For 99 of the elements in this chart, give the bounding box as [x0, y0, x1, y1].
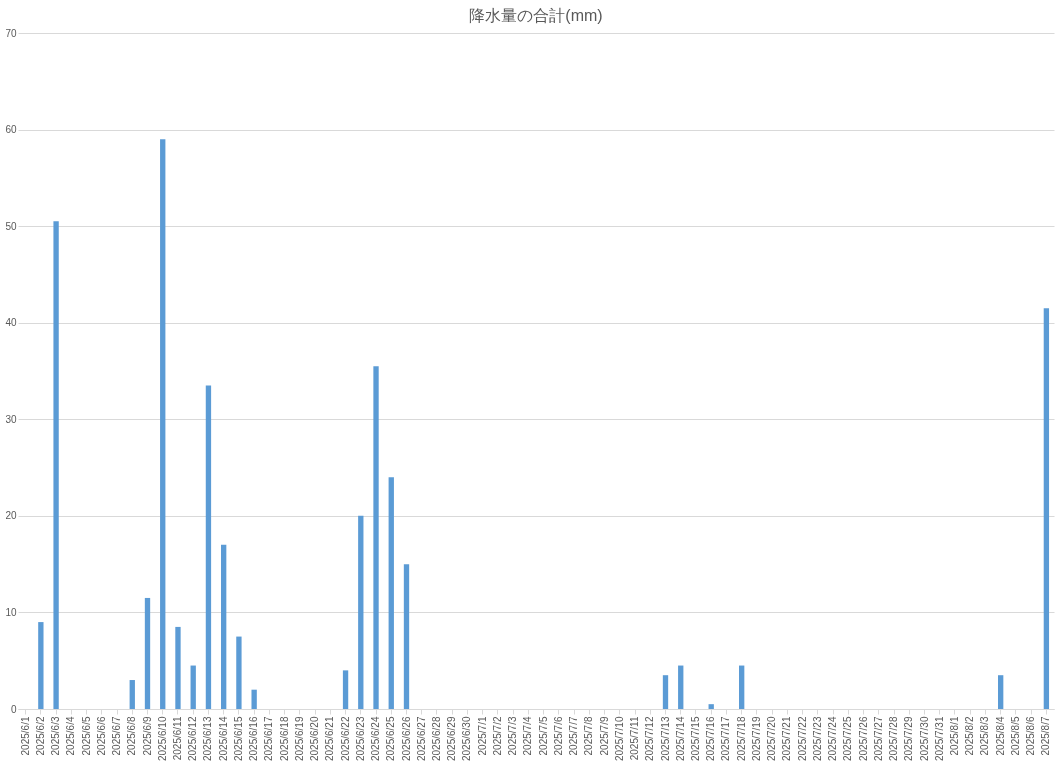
x-tick-label: 2025/7/29 [903, 716, 915, 761]
x-tick-label: 2025/6/19 [293, 716, 305, 761]
x-tick-label: 2025/6/30 [461, 716, 473, 761]
y-tick-label: 60 [5, 124, 17, 136]
x-tick-label: 2025/7/19 [750, 716, 762, 761]
x-tick-label: 2025/6/18 [278, 716, 290, 761]
x-tick-label: 2025/6/15 [232, 716, 244, 761]
x-tick-label: 2025/6/11 [171, 716, 183, 761]
x-tick-label: 2025/6/9 [141, 716, 153, 756]
x-tick-label: 2025/6/7 [111, 716, 123, 756]
x-tick-label: 2025/7/27 [872, 716, 884, 761]
bar [221, 544, 227, 709]
bar [236, 636, 242, 709]
x-tick-label: 2025/6/27 [415, 716, 427, 761]
x-tick-label: 2025/6/5 [80, 716, 92, 756]
x-tick-label: 2025/6/20 [309, 716, 321, 761]
x-tick-label: 2025/6/23 [354, 716, 366, 761]
bar [251, 689, 257, 709]
x-tick-label: 2025/8/2 [964, 716, 976, 756]
bar [342, 670, 349, 709]
y-tick-label: 30 [5, 413, 17, 425]
bar [662, 675, 669, 709]
x-tick-label: 2025/7/21 [781, 716, 793, 761]
x-tick-label: 2025/7/7 [568, 716, 580, 756]
x-tick-label: 2025/6/8 [126, 716, 138, 756]
x-tick-label: 2025/6/26 [400, 716, 412, 761]
bar [373, 366, 379, 709]
x-tick-label: 2025/6/13 [202, 716, 214, 761]
y-tick-label: 70 [5, 27, 17, 39]
bar [403, 564, 410, 709]
x-tick-label: 2025/7/14 [674, 716, 686, 761]
x-tick-label: 2025/7/2 [491, 716, 503, 756]
bar [358, 515, 364, 709]
x-tick-label: 2025/8/7 [1040, 716, 1052, 756]
x-tick-label: 2025/6/25 [385, 716, 397, 761]
x-tick-label: 2025/7/23 [811, 716, 823, 761]
bar [205, 385, 212, 709]
x-tick-label: 2025/7/17 [720, 716, 732, 761]
x-tick-label: 2025/6/1 [19, 716, 31, 756]
bar [998, 675, 1004, 709]
x-tick-label: 2025/7/8 [583, 716, 595, 756]
x-tick-label: 2025/7/9 [598, 716, 610, 756]
x-tick-label: 2025/8/4 [994, 716, 1006, 756]
bar [144, 597, 151, 709]
x-tick-label: 2025/8/3 [979, 716, 991, 756]
x-tick-label: 2025/8/6 [1025, 716, 1037, 756]
x-tick-label: 2025/6/17 [263, 716, 275, 761]
x-tick-label: 2025/7/22 [796, 716, 808, 761]
x-tick-label: 2025/8/5 [1009, 716, 1021, 756]
x-tick-label: 2025/7/30 [918, 716, 930, 761]
x-tick-label: 2025/7/16 [705, 716, 717, 761]
bar [739, 665, 745, 709]
x-tick-label: 2025/6/4 [65, 716, 77, 756]
x-tick-label: 2025/7/11 [629, 716, 641, 761]
y-tick-label: 10 [5, 606, 17, 618]
bar [129, 680, 135, 709]
x-tick-label: 2025/7/5 [537, 716, 549, 756]
x-tick-label: 2025/7/6 [552, 716, 564, 756]
x-tick-label: 2025/6/2 [34, 716, 46, 756]
y-tick-label: 20 [5, 510, 17, 522]
bar [160, 139, 166, 709]
x-tick-label: 2025/6/29 [446, 716, 458, 761]
y-tick-label: 40 [5, 317, 17, 329]
x-tick-label: 2025/7/31 [933, 716, 945, 761]
x-tick-label: 2025/6/22 [339, 716, 351, 761]
x-tick-label: 2025/7/25 [842, 716, 854, 761]
x-tick-label: 2025/7/28 [888, 716, 900, 761]
x-tick-label: 2025/7/3 [507, 716, 519, 756]
x-tick-label: 2025/7/18 [735, 716, 747, 761]
x-tick-label: 2025/7/10 [613, 716, 625, 761]
bar [708, 704, 714, 709]
x-tick-label: 2025/7/1 [476, 716, 488, 756]
y-tick-label: 50 [5, 220, 17, 232]
x-tick-label: 2025/7/26 [857, 716, 869, 761]
x-tick-label: 2025/7/12 [644, 716, 656, 761]
bar [1043, 308, 1050, 709]
x-tick-label: 2025/6/3 [50, 716, 62, 756]
bar [38, 622, 44, 709]
x-tick-label: 2025/7/24 [827, 716, 839, 761]
x-tick-label: 2025/6/14 [217, 716, 229, 761]
bar [678, 665, 684, 709]
x-tick-label: 2025/7/20 [766, 716, 778, 761]
bar [190, 665, 196, 709]
x-tick-label: 2025/6/10 [156, 716, 168, 761]
x-tick-label: 2025/6/21 [324, 716, 336, 761]
x-tick-label: 2025/7/13 [659, 716, 671, 761]
bar [53, 221, 59, 709]
x-tick-label: 2025/7/15 [689, 716, 701, 761]
y-tick-label: 0 [10, 703, 17, 715]
x-tick-label: 2025/8/1 [948, 716, 960, 756]
x-tick-label: 2025/6/28 [430, 716, 442, 761]
x-tick-label: 2025/6/16 [248, 716, 260, 761]
x-tick-label: 2025/6/24 [370, 716, 382, 761]
bar [388, 477, 394, 709]
x-tick-label: 2025/7/4 [522, 716, 534, 756]
x-tick-label: 2025/6/12 [187, 716, 199, 761]
x-tick-label: 2025/6/6 [95, 716, 107, 756]
bar [175, 626, 181, 709]
chart-title: 降水量の合計(mm) [469, 7, 603, 24]
